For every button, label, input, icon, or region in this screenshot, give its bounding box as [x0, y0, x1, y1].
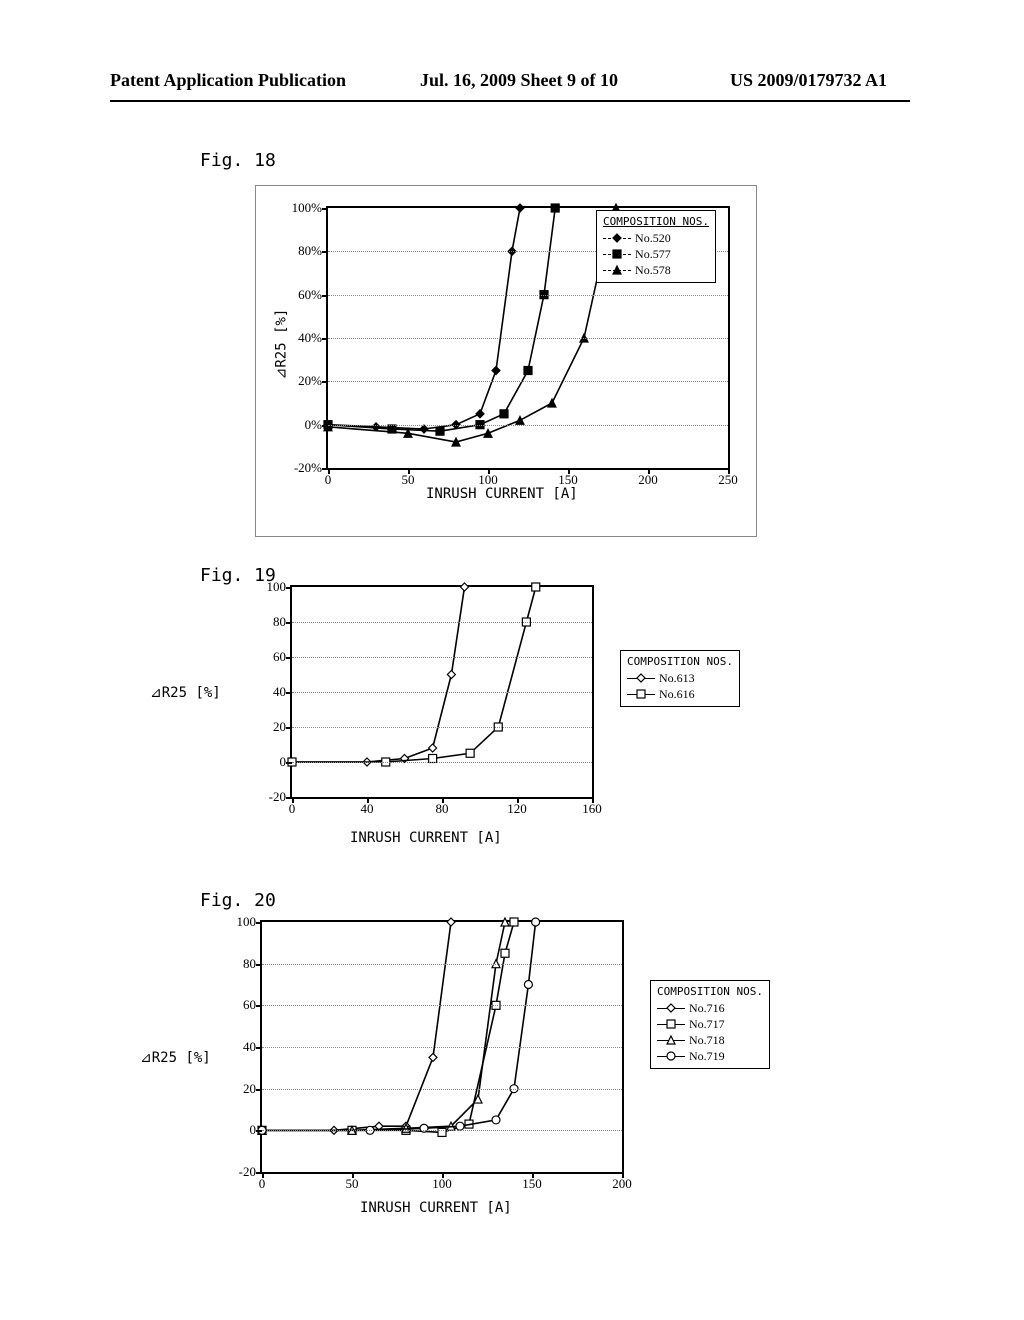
y-tick-label: 100 [237, 914, 263, 930]
legend-item: No.613 [627, 670, 733, 686]
y-tick-label: 40% [298, 330, 328, 346]
x-tick-label: 0 [325, 468, 332, 488]
x-tick-label: 150 [558, 468, 578, 488]
legend-item: No.520 [603, 230, 709, 246]
x-tick-label: 120 [507, 797, 527, 817]
legend-item: No.719 [657, 1048, 763, 1064]
legend-item: No.578 [603, 262, 709, 278]
x-tick-label: 0 [289, 797, 296, 817]
fig20-plot: -20020406080100050100150200 [260, 920, 624, 1174]
x-tick-label: 40 [361, 797, 374, 817]
fig18-chart: ⊿R25 [%] -20% 0% 20% 40% 60% 80% 100% 0 50 100 150… [255, 185, 757, 537]
y-tick-label: 60 [243, 997, 262, 1013]
y-tick-label: 40 [273, 684, 292, 700]
page: Patent Application Publication Jul. 16, … [0, 0, 1024, 1320]
y-tick-label: 0 [250, 1122, 263, 1138]
fig19-legend: COMPOSITION NOS. No.613No.616 [620, 650, 740, 707]
fig18-y-title: ⊿R25 [%] [273, 309, 289, 380]
x-tick-label: 50 [402, 468, 415, 488]
legend-item: No.616 [627, 686, 733, 702]
y-tick-label: 20 [243, 1081, 262, 1097]
y-tick-label: 100% [292, 200, 328, 216]
y-tick-label: 80 [273, 614, 292, 630]
y-tick-label: 60 [273, 649, 292, 665]
y-tick-label: 80 [243, 956, 262, 972]
legend-item: No.718 [657, 1032, 763, 1048]
header-rule [110, 100, 910, 102]
fig18-x-title: INRUSH CURRENT [A] [426, 486, 578, 502]
fig19-plot: -2002040608010004080120160 [290, 585, 594, 799]
legend-title: COMPOSITION NOS. [627, 655, 733, 668]
fig18-legend: COMPOSITION NOS. No.520No.577No.578 [596, 210, 716, 283]
x-tick-label: 100 [432, 1172, 452, 1192]
x-tick-label: 80 [436, 797, 449, 817]
header-center: Jul. 16, 2009 Sheet 9 of 10 [420, 70, 618, 91]
legend-title: COMPOSITION NOS. [657, 985, 763, 998]
fig19-label: Fig. 19 [200, 565, 276, 586]
y-tick-label: 0 [280, 754, 293, 770]
fig20-label: Fig. 20 [200, 890, 276, 911]
y-tick-label: 40 [243, 1039, 262, 1055]
legend-title: COMPOSITION NOS. [603, 215, 709, 228]
x-tick-label: 0 [259, 1172, 266, 1192]
x-tick-label: 100 [478, 468, 498, 488]
fig20-y-title: ⊿R25 [%] [140, 1050, 211, 1066]
x-tick-label: 200 [638, 468, 658, 488]
legend-item: No.717 [657, 1016, 763, 1032]
x-tick-label: 50 [346, 1172, 359, 1192]
y-tick-label: 20% [298, 373, 328, 389]
y-tick-label: 100 [267, 579, 293, 595]
x-tick-label: 150 [522, 1172, 542, 1192]
fig18-label: Fig. 18 [200, 150, 276, 171]
y-tick-label: 20 [273, 719, 292, 735]
legend-item: No.716 [657, 1000, 763, 1016]
y-tick-label: -20% [294, 460, 328, 476]
y-tick-label: 60% [298, 287, 328, 303]
y-tick-label: 80% [298, 243, 328, 259]
x-tick-label: 250 [718, 468, 738, 488]
fig20-x-title: INRUSH CURRENT [A] [360, 1200, 512, 1216]
x-tick-label: 160 [582, 797, 602, 817]
header-left: Patent Application Publication [110, 70, 346, 91]
y-tick-label: 0% [305, 417, 328, 433]
legend-item: No.577 [603, 246, 709, 262]
fig19-x-title: INRUSH CURRENT [A] [350, 830, 502, 846]
fig20-legend: COMPOSITION NOS. No.716No.717No.718No.71… [650, 980, 770, 1069]
fig19-y-title: ⊿R25 [%] [150, 685, 221, 701]
header-right: US 2009/0179732 A1 [730, 70, 887, 91]
x-tick-label: 200 [612, 1172, 632, 1192]
